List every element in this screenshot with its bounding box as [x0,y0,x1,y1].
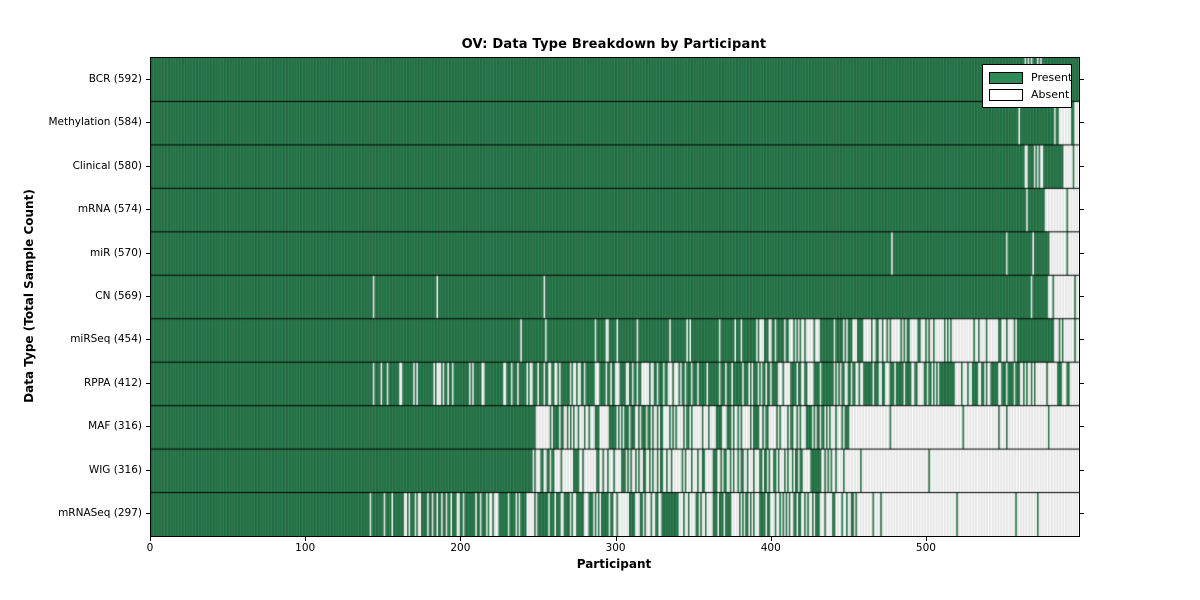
ytick-label: Clinical (580) [72,159,142,172]
legend-absent-label: Absent [1031,88,1070,101]
ytick-mark-right [1080,252,1084,254]
ytick-mark-right [1080,165,1084,167]
ytick-mark-left [146,426,150,428]
legend-present-label: Present [1031,71,1073,84]
legend-item-absent: Absent [989,86,1069,103]
ytick-label: miR (570) [89,246,142,259]
ytick-label: RPPA (412) [83,376,142,389]
ytick-mark-right [1080,382,1084,384]
ytick-label: CN (569) [95,290,142,302]
ytick-label: BCR (592) [88,72,142,85]
ytick-mark-right [1080,513,1084,515]
xtick-mark [615,537,617,541]
ytick-mark-right [1080,339,1084,341]
xtick-mark [460,537,462,541]
ytick-mark-right [1080,78,1084,80]
xtick-label: 400 [760,542,781,554]
ytick-mark-right [1080,426,1084,428]
ytick-label: MAF (316) [88,420,142,433]
ytick-mark-left [146,339,150,341]
legend-item-present: Present [989,69,1072,86]
xtick-label: 100 [295,542,316,554]
xtick-mark [925,537,927,541]
ytick-mark-right [1080,209,1084,211]
ytick-label: mRNA (574) [77,203,142,216]
xtick-mark [150,537,151,541]
ytick-mark-left [146,252,150,254]
ytick-mark-left [146,209,150,211]
legend: Present Absent [982,64,1072,108]
xtick-label: 0 [146,542,154,554]
xtick-label: 500 [915,542,936,554]
present-swatch-icon [989,71,1023,84]
plot-area [150,57,1080,537]
ytick-label: miRSeq (454) [70,333,142,346]
xtick-label: 300 [605,542,626,554]
plot-canvas [151,58,1079,536]
x-axis-label: Participant [576,557,652,571]
ytick-label: WIG (316) [88,463,142,476]
ytick-mark-left [146,78,150,80]
xtick-mark [305,537,307,541]
xtick-label: 200 [450,542,471,554]
ytick-mark-left [146,122,150,124]
xtick-mark [770,537,772,541]
absent-swatch-icon [989,88,1023,101]
ytick-label: mRNASeq (297) [58,507,142,520]
ytick-mark-left [146,469,150,471]
ytick-mark-right [1080,122,1084,124]
ytick-mark-left [146,513,150,515]
chart-title: OV: Data Type Breakdown by Participant [461,37,767,52]
ytick-mark-left [146,165,150,167]
ytick-mark-right [1080,469,1084,471]
ytick-mark-right [1080,296,1084,297]
ytick-mark-left [146,296,150,297]
ytick-label: Methylation (584) [48,116,142,129]
ytick-mark-left [146,382,150,384]
